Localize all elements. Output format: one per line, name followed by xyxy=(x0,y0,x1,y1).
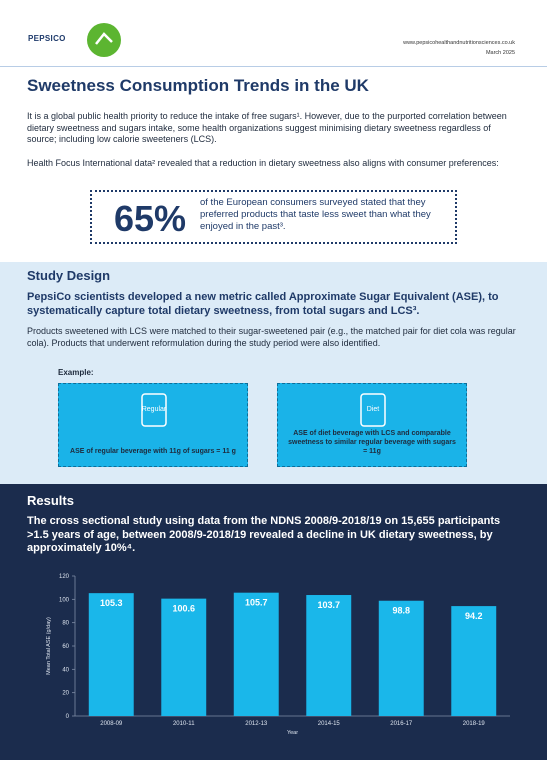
bar xyxy=(88,593,134,716)
data-label: 100.6 xyxy=(172,604,195,614)
data-label: 105.3 xyxy=(100,598,123,608)
y-tick-label: 100 xyxy=(59,597,70,603)
paragraph: Health Focus International data² reveale… xyxy=(27,158,499,168)
x-tick-label: 2014-15 xyxy=(318,721,341,727)
bar xyxy=(233,592,279,716)
y-tick-label: 80 xyxy=(62,621,69,627)
y-tick-label: 40 xyxy=(62,667,69,673)
stat-value: 65% xyxy=(114,198,187,239)
partner-logo xyxy=(87,23,121,57)
lead: The cross sectional study using data fro… xyxy=(27,515,501,554)
y-tick-label: 0 xyxy=(66,714,70,720)
y-tick-label: 20 xyxy=(62,691,69,697)
title: Sweetness Consumption Trends in the UK xyxy=(27,76,369,95)
example-caption: ASE of diet beverage with LCS and compar… xyxy=(288,430,456,455)
bar xyxy=(451,606,497,716)
example-tag: Regular xyxy=(141,406,167,413)
bar xyxy=(306,595,352,716)
bar xyxy=(161,598,207,716)
x-tick-label: 2008-09 xyxy=(100,721,123,727)
x-axis-label: Year xyxy=(287,730,298,736)
lead: PepsiCo scientists developed a new metri… xyxy=(27,291,499,317)
chart: 0 20 40 60 80 100 120 Mean Total ASE (g/day) Yea… xyxy=(46,574,510,736)
x-tick-label: 2018-19 xyxy=(463,721,486,727)
bar xyxy=(378,600,424,716)
can-icon xyxy=(141,393,167,427)
example-label: Example: xyxy=(58,368,94,377)
x-tick-label: 2016-17 xyxy=(390,721,413,727)
example-tag: Diet xyxy=(366,406,380,413)
y-tick-label: 60 xyxy=(62,644,69,650)
stat-text: of the European consumers surveyed state… xyxy=(200,197,431,232)
heading: Results xyxy=(27,493,74,508)
data-label: 94.2 xyxy=(465,611,483,621)
heading: Study Design xyxy=(27,268,111,283)
can-icon xyxy=(360,393,386,427)
y-tick-label: 120 xyxy=(59,574,70,580)
y-axis-label: Mean Total ASE (g/day) xyxy=(46,617,52,675)
example-caption: ASE of regular beverage with 11g of suga… xyxy=(70,448,236,455)
example-box: Diet ASE of diet beverage with LCS and c… xyxy=(277,383,467,467)
divider xyxy=(0,66,547,67)
example-box: Regular ASE of regular beverage with 11g… xyxy=(58,383,248,467)
data-label: 103.7 xyxy=(317,600,340,610)
stat-box: 65% of the European consumers surveyed s… xyxy=(90,190,457,244)
url: www.pepsicohealthandnutritionsciences.co… xyxy=(403,40,515,46)
data-label: 98.8 xyxy=(392,606,410,616)
date: March 2025 xyxy=(485,50,515,56)
logo: PEPSICO xyxy=(28,34,66,43)
paragraph: It is a global public health priority to… xyxy=(27,111,507,144)
data-label: 105.7 xyxy=(245,598,268,608)
x-tick-label: 2010-11 xyxy=(173,721,195,727)
x-tick-label: 2012-13 xyxy=(245,721,268,727)
results-section: Results The cross sectional study using … xyxy=(0,484,547,760)
paragraph: Products sweetened with LCS were matched… xyxy=(27,326,516,348)
study-section: Study Design PepsiCo scientists develope… xyxy=(0,262,547,484)
